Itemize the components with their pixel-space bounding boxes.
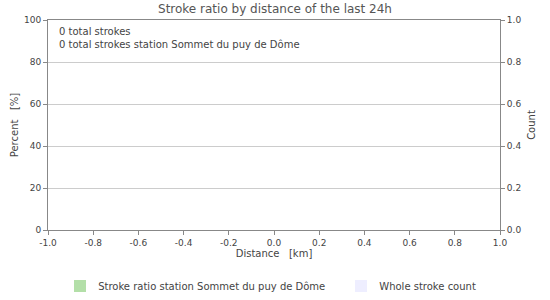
svg-text:-0.2: -0.2 [220, 238, 238, 248]
svg-text:0 total strokes: 0 total strokes [59, 26, 131, 37]
svg-text:40: 40 [30, 141, 42, 151]
svg-text:0.0: 0.0 [267, 238, 282, 248]
html-text:Whole stroke count: Whole stroke count [379, 280, 476, 292]
svg-text:Stroke ratio by distance of th: Stroke ratio by distance of the last 24h [158, 2, 392, 16]
svg-text:20: 20 [30, 183, 42, 193]
svg-text:60: 60 [30, 99, 42, 109]
svg-text:0.6: 0.6 [402, 238, 417, 248]
svg-text:0.0: 0.0 [507, 225, 522, 235]
svg-text:Percent [%]: Percent [%] [9, 93, 20, 158]
svg-text:0.2: 0.2 [507, 183, 521, 193]
svg-text:0.6: 0.6 [507, 99, 522, 109]
svg-text:0.8: 0.8 [448, 238, 463, 248]
svg-text:0.4: 0.4 [507, 141, 522, 151]
svg-text:0.8: 0.8 [507, 57, 522, 67]
svg-text:Distance [km]: Distance [km] [236, 248, 313, 259]
svg-text:-0.6: -0.6 [130, 238, 148, 248]
svg-text:1.0: 1.0 [493, 238, 508, 248]
svg-text:-0.8: -0.8 [84, 238, 102, 248]
svg-text:80: 80 [30, 57, 42, 67]
svg-text:0.4: 0.4 [357, 238, 372, 248]
svg-text:-0.4: -0.4 [175, 238, 193, 248]
svg-text:100: 100 [24, 15, 41, 25]
html-text:Stroke ratio station Sommet du: Stroke ratio station Sommet du puy de Dô… [98, 280, 326, 292]
svg-text:0: 0 [35, 225, 41, 235]
svg-text:1.0: 1.0 [507, 15, 522, 25]
svg-text:Count: Count [526, 110, 537, 140]
svg-text:0.2: 0.2 [312, 238, 326, 248]
svg-text:0 total strokes station Sommet: 0 total strokes station Sommet du puy de… [59, 39, 300, 50]
svg-text:-1.0: -1.0 [39, 238, 57, 248]
